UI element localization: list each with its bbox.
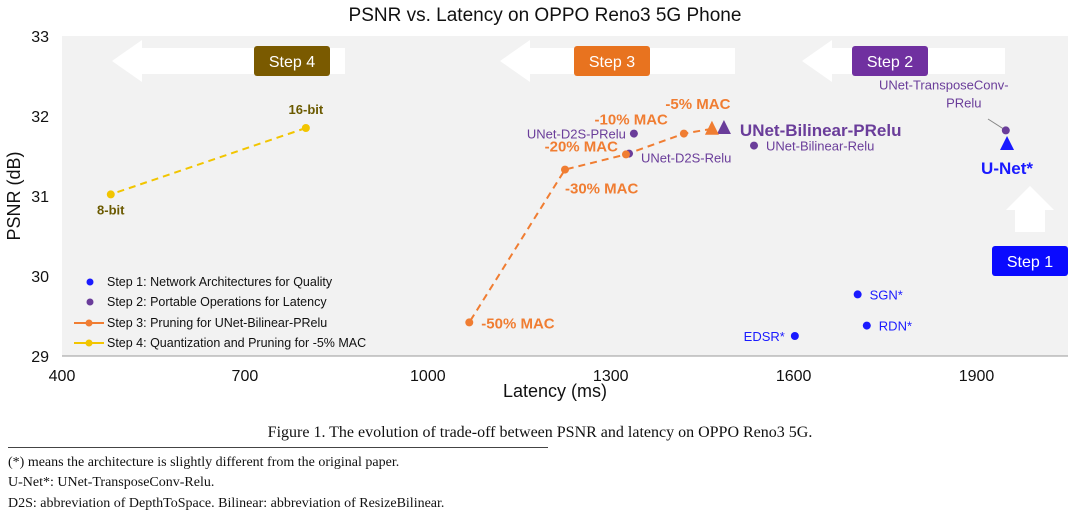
data-point — [465, 318, 474, 327]
step1-banner-label: Step 1 — [1007, 254, 1053, 271]
y-tick-label: 30 — [31, 269, 49, 286]
legend-step1-marker — [86, 278, 94, 286]
legend-step4-label: Step 4: Quantization and Pruning for -5%… — [107, 336, 366, 350]
y-axis-label: PSNR (dB) — [4, 151, 24, 240]
step2-banner — [852, 46, 928, 76]
y-tick-labels: 29 30 31 32 33 — [31, 29, 49, 366]
data-point — [790, 332, 799, 340]
x-tick-label: 1900 — [959, 368, 995, 385]
figure-caption: Figure 1. The evolution of trade-off bet… — [267, 424, 813, 441]
chart-title: PSNR vs. Latency on OPPO Reno3 5G Phone — [349, 5, 742, 26]
point-label: -10% MAC — [595, 112, 669, 129]
data-point-triangle — [704, 120, 719, 135]
step4-banner-label: Step 4 — [269, 54, 315, 71]
x-tick-label: 700 — [232, 368, 259, 385]
x-tick-label: 1000 — [410, 368, 446, 385]
legend-step2-marker — [86, 298, 94, 306]
step3-banner — [574, 46, 650, 76]
point-label: RDN* — [879, 319, 912, 334]
data-point-triangle — [1000, 136, 1015, 150]
footnote-abbrev: D2S: abbreviation of DepthToSpace. Bilin… — [8, 496, 445, 511]
y-tick-label: 31 — [31, 189, 49, 206]
point-label: U-Net* — [981, 159, 1033, 178]
point-label: UNet-Bilinear-PRelu — [740, 121, 902, 140]
point-label: UNet-Bilinear-Relu — [766, 139, 874, 154]
point-label: -50% MAC — [481, 315, 555, 332]
data-point — [301, 124, 310, 132]
point-label: -5% MAC — [665, 96, 730, 113]
legend: Step 1: Network Architectures for Qualit… — [74, 275, 366, 350]
data-point — [629, 129, 638, 138]
data-point — [750, 141, 759, 150]
point-label: UNet-D2S-Relu — [641, 151, 731, 166]
x-tick-labels: 400 700 1000 1300 1600 1900 — [49, 368, 995, 385]
point-labels: SGN* RDN* EDSR* U-Net* UNet-TransposeConv-PR… — [97, 77, 1033, 344]
data-point — [1001, 126, 1010, 135]
x-tick-label: 1600 — [776, 368, 812, 385]
plot-background — [62, 36, 1068, 356]
point-label: 16-bit — [289, 102, 324, 117]
data-point — [679, 129, 688, 138]
y-tick-label: 32 — [31, 109, 49, 126]
step1-banner — [992, 246, 1068, 276]
y-tick-label: 29 — [31, 349, 49, 366]
data-point — [621, 150, 630, 159]
point-label: EDSR* — [744, 329, 785, 344]
point-label: -20% MAC — [545, 138, 619, 155]
data-point — [106, 190, 115, 199]
point-label: -30% MAC — [565, 181, 639, 198]
legend-step1-label: Step 1: Network Architectures for Qualit… — [107, 275, 333, 289]
psnr-latency-chart: Step 4 Step 3 Step 2 Step 1 400 700 1000 13… — [4, 5, 1068, 401]
step4-line — [110, 127, 307, 196]
step2-banner-label: Step 2 — [867, 54, 913, 71]
point-label: 8-bit — [97, 202, 125, 217]
x-tick-label: 1300 — [593, 368, 629, 385]
footnote-asterisk: (*) means the architecture is slightly d… — [8, 455, 400, 470]
legend-step4-marker — [85, 339, 93, 347]
x-axis-label: Latency (ms) — [503, 381, 607, 401]
legend-step3-marker — [85, 319, 93, 327]
step3-banner-label: Step 3 — [589, 54, 635, 71]
step4-banner — [254, 46, 330, 76]
footnote-rule — [8, 447, 548, 448]
point-label: SGN* — [870, 287, 903, 302]
data-point-triangle — [716, 120, 731, 134]
data-point — [561, 165, 569, 174]
step-banners: Step 4 Step 3 Step 2 Step 1 — [254, 46, 1068, 276]
legend-step3-label: Step 3: Pruning for UNet-Bilinear-PRelu — [107, 316, 327, 330]
point-label: UNet-D2S-PRelu — [527, 127, 626, 142]
x-tick-label: 400 — [49, 368, 76, 385]
data-point — [853, 290, 862, 299]
legend-step2-label: Step 2: Portable Operations for Latency — [107, 295, 327, 309]
data-points — [106, 120, 1015, 340]
point-label: UNet-TransposeConv-PRelu — [879, 77, 1009, 110]
footnote-unet: U-Net*: UNet-TransposeConv-Relu. — [8, 475, 215, 490]
step1-arrow — [1006, 186, 1054, 232]
y-tick-label: 33 — [31, 29, 49, 46]
data-point — [862, 321, 871, 330]
